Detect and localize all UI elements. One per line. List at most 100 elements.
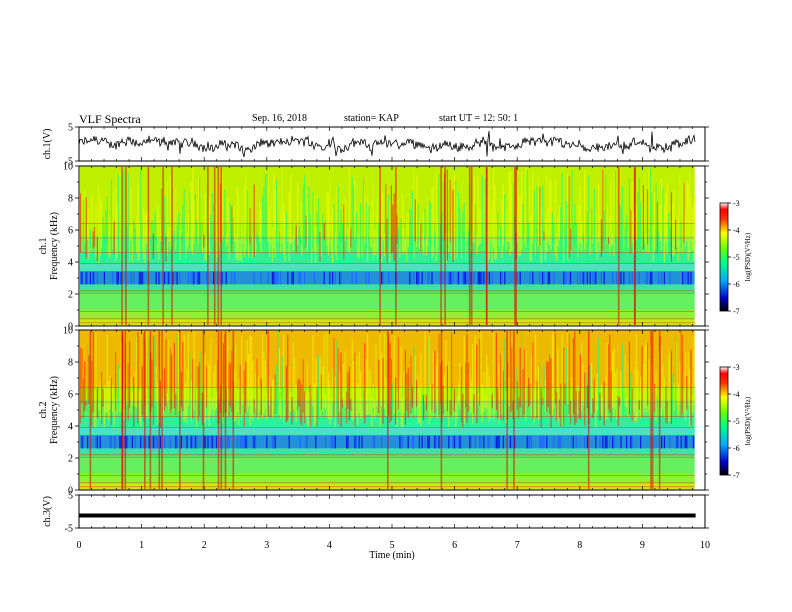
spectrogram-stripe bbox=[137, 184, 139, 261]
spectrogram-stripe bbox=[368, 368, 370, 415]
spectrogram-stripe bbox=[390, 185, 392, 254]
spectrogram-stripe bbox=[491, 271, 493, 285]
spectrogram-stripe bbox=[452, 435, 454, 449]
spectrogram-stripe bbox=[117, 364, 119, 408]
spectrogram-stripe bbox=[473, 175, 475, 243]
spectrogram-stripe bbox=[529, 383, 531, 405]
spectrogram-stripe bbox=[186, 233, 188, 251]
spectrogram-stripe bbox=[218, 191, 220, 245]
spectrogram-stripe bbox=[409, 374, 411, 423]
spectrogram-stripe bbox=[178, 330, 180, 411]
spectrogram-event bbox=[179, 331, 181, 489]
spectrogram-stripe bbox=[175, 393, 177, 416]
spectrogram-stripe bbox=[304, 175, 306, 249]
spectrogram-stripe bbox=[432, 184, 434, 257]
x-tick-label: 0 bbox=[77, 540, 82, 551]
spectrogram-stripe bbox=[130, 271, 132, 285]
spectrogram-band bbox=[80, 310, 695, 320]
spectrogram-stripe bbox=[571, 435, 573, 449]
spectrogram-stripe bbox=[98, 184, 100, 263]
spectrogram-stripe bbox=[574, 203, 576, 247]
spectrogram-stripe bbox=[561, 172, 563, 241]
spectrogram-stripe bbox=[98, 401, 100, 411]
spectrogram-stripe bbox=[498, 362, 500, 424]
spectrogram-stripe bbox=[483, 192, 485, 251]
spectrogram-stripe bbox=[243, 435, 245, 449]
spectrogram-stripe bbox=[572, 435, 574, 449]
spectrogram-stripe bbox=[473, 271, 475, 285]
spectrogram-stripe bbox=[498, 435, 500, 449]
spectrogram-stripe bbox=[138, 390, 140, 422]
spectrogram-stripe bbox=[253, 184, 255, 258]
spectrogram-event bbox=[651, 331, 654, 489]
spectrogram-stripe bbox=[269, 376, 271, 406]
spectrogram-stripe bbox=[178, 212, 180, 263]
spectrogram-stripe bbox=[330, 435, 332, 449]
spectrogram-stripe bbox=[563, 347, 565, 426]
spectrogram-stripe bbox=[264, 174, 266, 262]
spectrogram-stripe bbox=[179, 271, 181, 285]
spectrogram-stripe bbox=[438, 435, 440, 449]
spectrogram-stripe bbox=[512, 183, 514, 243]
spectrogram-stripe bbox=[409, 210, 411, 256]
spectrogram-stripe bbox=[374, 230, 376, 256]
spectrogram-stripe bbox=[553, 271, 555, 285]
spectrogram-stripe bbox=[523, 235, 525, 244]
spectrogram-stripe bbox=[463, 335, 465, 425]
spectrogram-stripe bbox=[194, 194, 196, 245]
spectrogram-stripe bbox=[187, 271, 189, 285]
spectrogram-stripe bbox=[682, 182, 684, 254]
spectrogram-stripe bbox=[190, 435, 192, 449]
spectrogram-stripe bbox=[455, 435, 457, 449]
spectrogram-stripe bbox=[263, 185, 265, 241]
spectrogram-stripe bbox=[477, 176, 479, 247]
spectrogram-stripe bbox=[252, 234, 254, 258]
spectrogram-stripe bbox=[402, 193, 404, 252]
spectrogram-stripe bbox=[267, 175, 269, 242]
spectrogram-stripe bbox=[642, 185, 644, 250]
spectrogram-stripe bbox=[605, 435, 607, 449]
spectrogram-stripe bbox=[511, 347, 513, 411]
spectrogram-stripe bbox=[192, 358, 194, 419]
y-tick-label: -5 bbox=[65, 524, 73, 535]
spectrogram-stripe bbox=[168, 271, 170, 285]
spectrogram-stripe bbox=[599, 393, 601, 421]
spectrogram-stripe bbox=[669, 227, 671, 257]
spectrogram-stripe bbox=[675, 219, 677, 250]
spectrogram-stripe bbox=[406, 373, 408, 411]
spectrogram-stripe bbox=[442, 181, 444, 258]
spectrogram-stripe bbox=[428, 435, 430, 449]
spectrogram-stripe bbox=[612, 435, 614, 449]
spectrogram-stripe bbox=[532, 171, 534, 244]
spectrogram-stripe bbox=[526, 435, 528, 449]
spectrogram-stripe bbox=[565, 201, 567, 251]
spectrogram-stripe bbox=[304, 271, 306, 285]
spectrogram-stripe bbox=[227, 336, 229, 417]
spectrogram-stripe bbox=[116, 398, 118, 414]
spectrogram-stripe bbox=[239, 365, 241, 415]
spectrogram-stripe bbox=[522, 203, 524, 240]
spectrogram-stripe bbox=[537, 366, 539, 420]
spectrogram-stripe bbox=[502, 435, 504, 449]
spectrogram-stripe bbox=[661, 271, 663, 285]
spectrogram-stripe bbox=[647, 271, 649, 285]
spectrogram-stripe bbox=[274, 271, 276, 285]
spectrogram-stripe bbox=[344, 196, 346, 241]
spectrogram-stripe bbox=[334, 435, 336, 449]
spectrogram-stripe bbox=[271, 226, 273, 263]
spectrogram-stripe bbox=[459, 208, 461, 260]
spectrogram-stripe bbox=[274, 435, 276, 449]
spectrogram-stripe bbox=[368, 206, 370, 249]
spectrogram-stripe bbox=[642, 363, 644, 415]
spectrogram-stripe bbox=[404, 237, 406, 252]
spectrogram-stripe bbox=[407, 212, 409, 248]
spectrogram-stripe bbox=[577, 198, 579, 258]
spectrogram-stripe bbox=[669, 435, 671, 449]
spectrogram-stripe bbox=[662, 187, 664, 248]
spectrogram-stripe bbox=[130, 188, 132, 241]
spectrogram-stripe bbox=[585, 373, 587, 411]
spectrogram-stripe bbox=[462, 393, 464, 428]
spectrogram-stripe bbox=[257, 236, 259, 252]
spectrogram-stripe bbox=[668, 355, 670, 422]
spectrogram-stripe bbox=[109, 375, 111, 410]
